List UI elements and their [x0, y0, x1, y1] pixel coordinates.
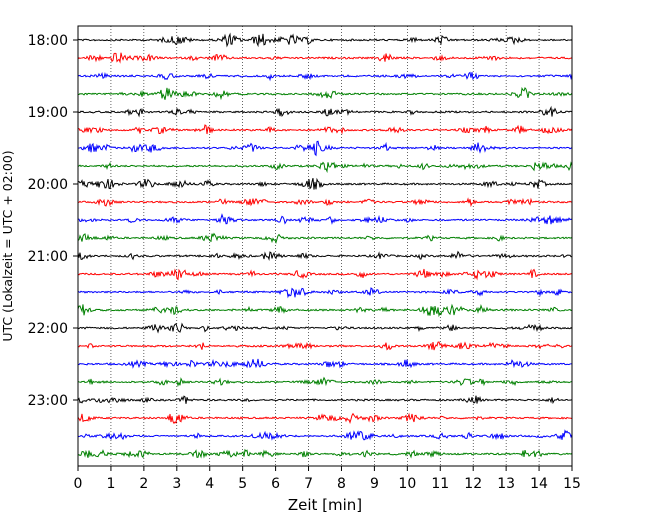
seismogram-trace [77, 268, 573, 281]
seismogram-trace [77, 412, 573, 425]
x-tick-label: 7 [304, 476, 313, 492]
y-axis-label: UTC (Lokalzeit = UTC + 02:00) [0, 150, 15, 341]
x-tick-label: 9 [370, 476, 379, 492]
x-axis-ticks: 0 1 2 3 4 5 6 7 8 9 10 11 12 13 14 15 [74, 466, 581, 492]
x-tick-label: 0 [74, 476, 83, 492]
seismogram-trace [77, 213, 573, 225]
seismogram-trace [77, 124, 573, 135]
seismogram-trace [77, 140, 573, 157]
seismogram-trace [77, 105, 573, 118]
seismogram-trace [77, 322, 573, 334]
x-tick-label: 8 [337, 476, 346, 492]
grid-lines [110, 26, 540, 466]
x-axis-label: Zeit [min] [288, 496, 362, 514]
seismogram-trace [77, 71, 573, 82]
x-tick-label: 1 [106, 476, 115, 492]
seismogram-trace [77, 395, 573, 405]
y-tick-label: 18:00 [28, 33, 68, 49]
seismogram-trace [77, 232, 573, 245]
seismogram-trace [77, 287, 573, 299]
x-tick-label: 6 [271, 476, 280, 492]
x-tick-label: 2 [139, 476, 148, 492]
seismogram-trace [77, 197, 573, 208]
seismogram-trace [77, 448, 573, 459]
x-tick-label: 13 [497, 476, 515, 492]
seismogram-trace [77, 177, 573, 190]
x-tick-label: 3 [172, 476, 181, 492]
x-tick-label: 12 [464, 476, 482, 492]
y-tick-label: 22:00 [28, 321, 68, 337]
x-tick-label: 5 [238, 476, 247, 492]
y-tick-label: 23:00 [28, 393, 68, 409]
seismogram-trace [77, 86, 573, 101]
y-axis-ticks: 18:00 19:00 20:00 21:00 22:00 23:00 [28, 33, 78, 409]
seismogram-trace [78, 32, 573, 48]
x-tick-label: 10 [398, 476, 416, 492]
seismogram-trace [77, 429, 573, 441]
seismogram-trace [77, 341, 573, 351]
plot-frame [77, 25, 573, 467]
x-tick-label: 4 [205, 476, 214, 492]
seismogram-traces [77, 32, 573, 459]
x-tick-label: 15 [563, 476, 581, 492]
y-tick-label: 19:00 [28, 105, 68, 121]
y-tick-label: 20:00 [28, 177, 68, 193]
seismogram-trace [77, 250, 573, 262]
seismogram-trace [77, 358, 573, 369]
x-tick-label: 11 [431, 476, 449, 492]
seismogram-trace [77, 303, 573, 318]
x-tick-label: 14 [530, 476, 548, 492]
y-tick-label: 21:00 [28, 249, 68, 265]
seismogram-trace [77, 161, 573, 174]
seismogram-trace [77, 376, 573, 388]
seismogram-trace [77, 52, 573, 64]
